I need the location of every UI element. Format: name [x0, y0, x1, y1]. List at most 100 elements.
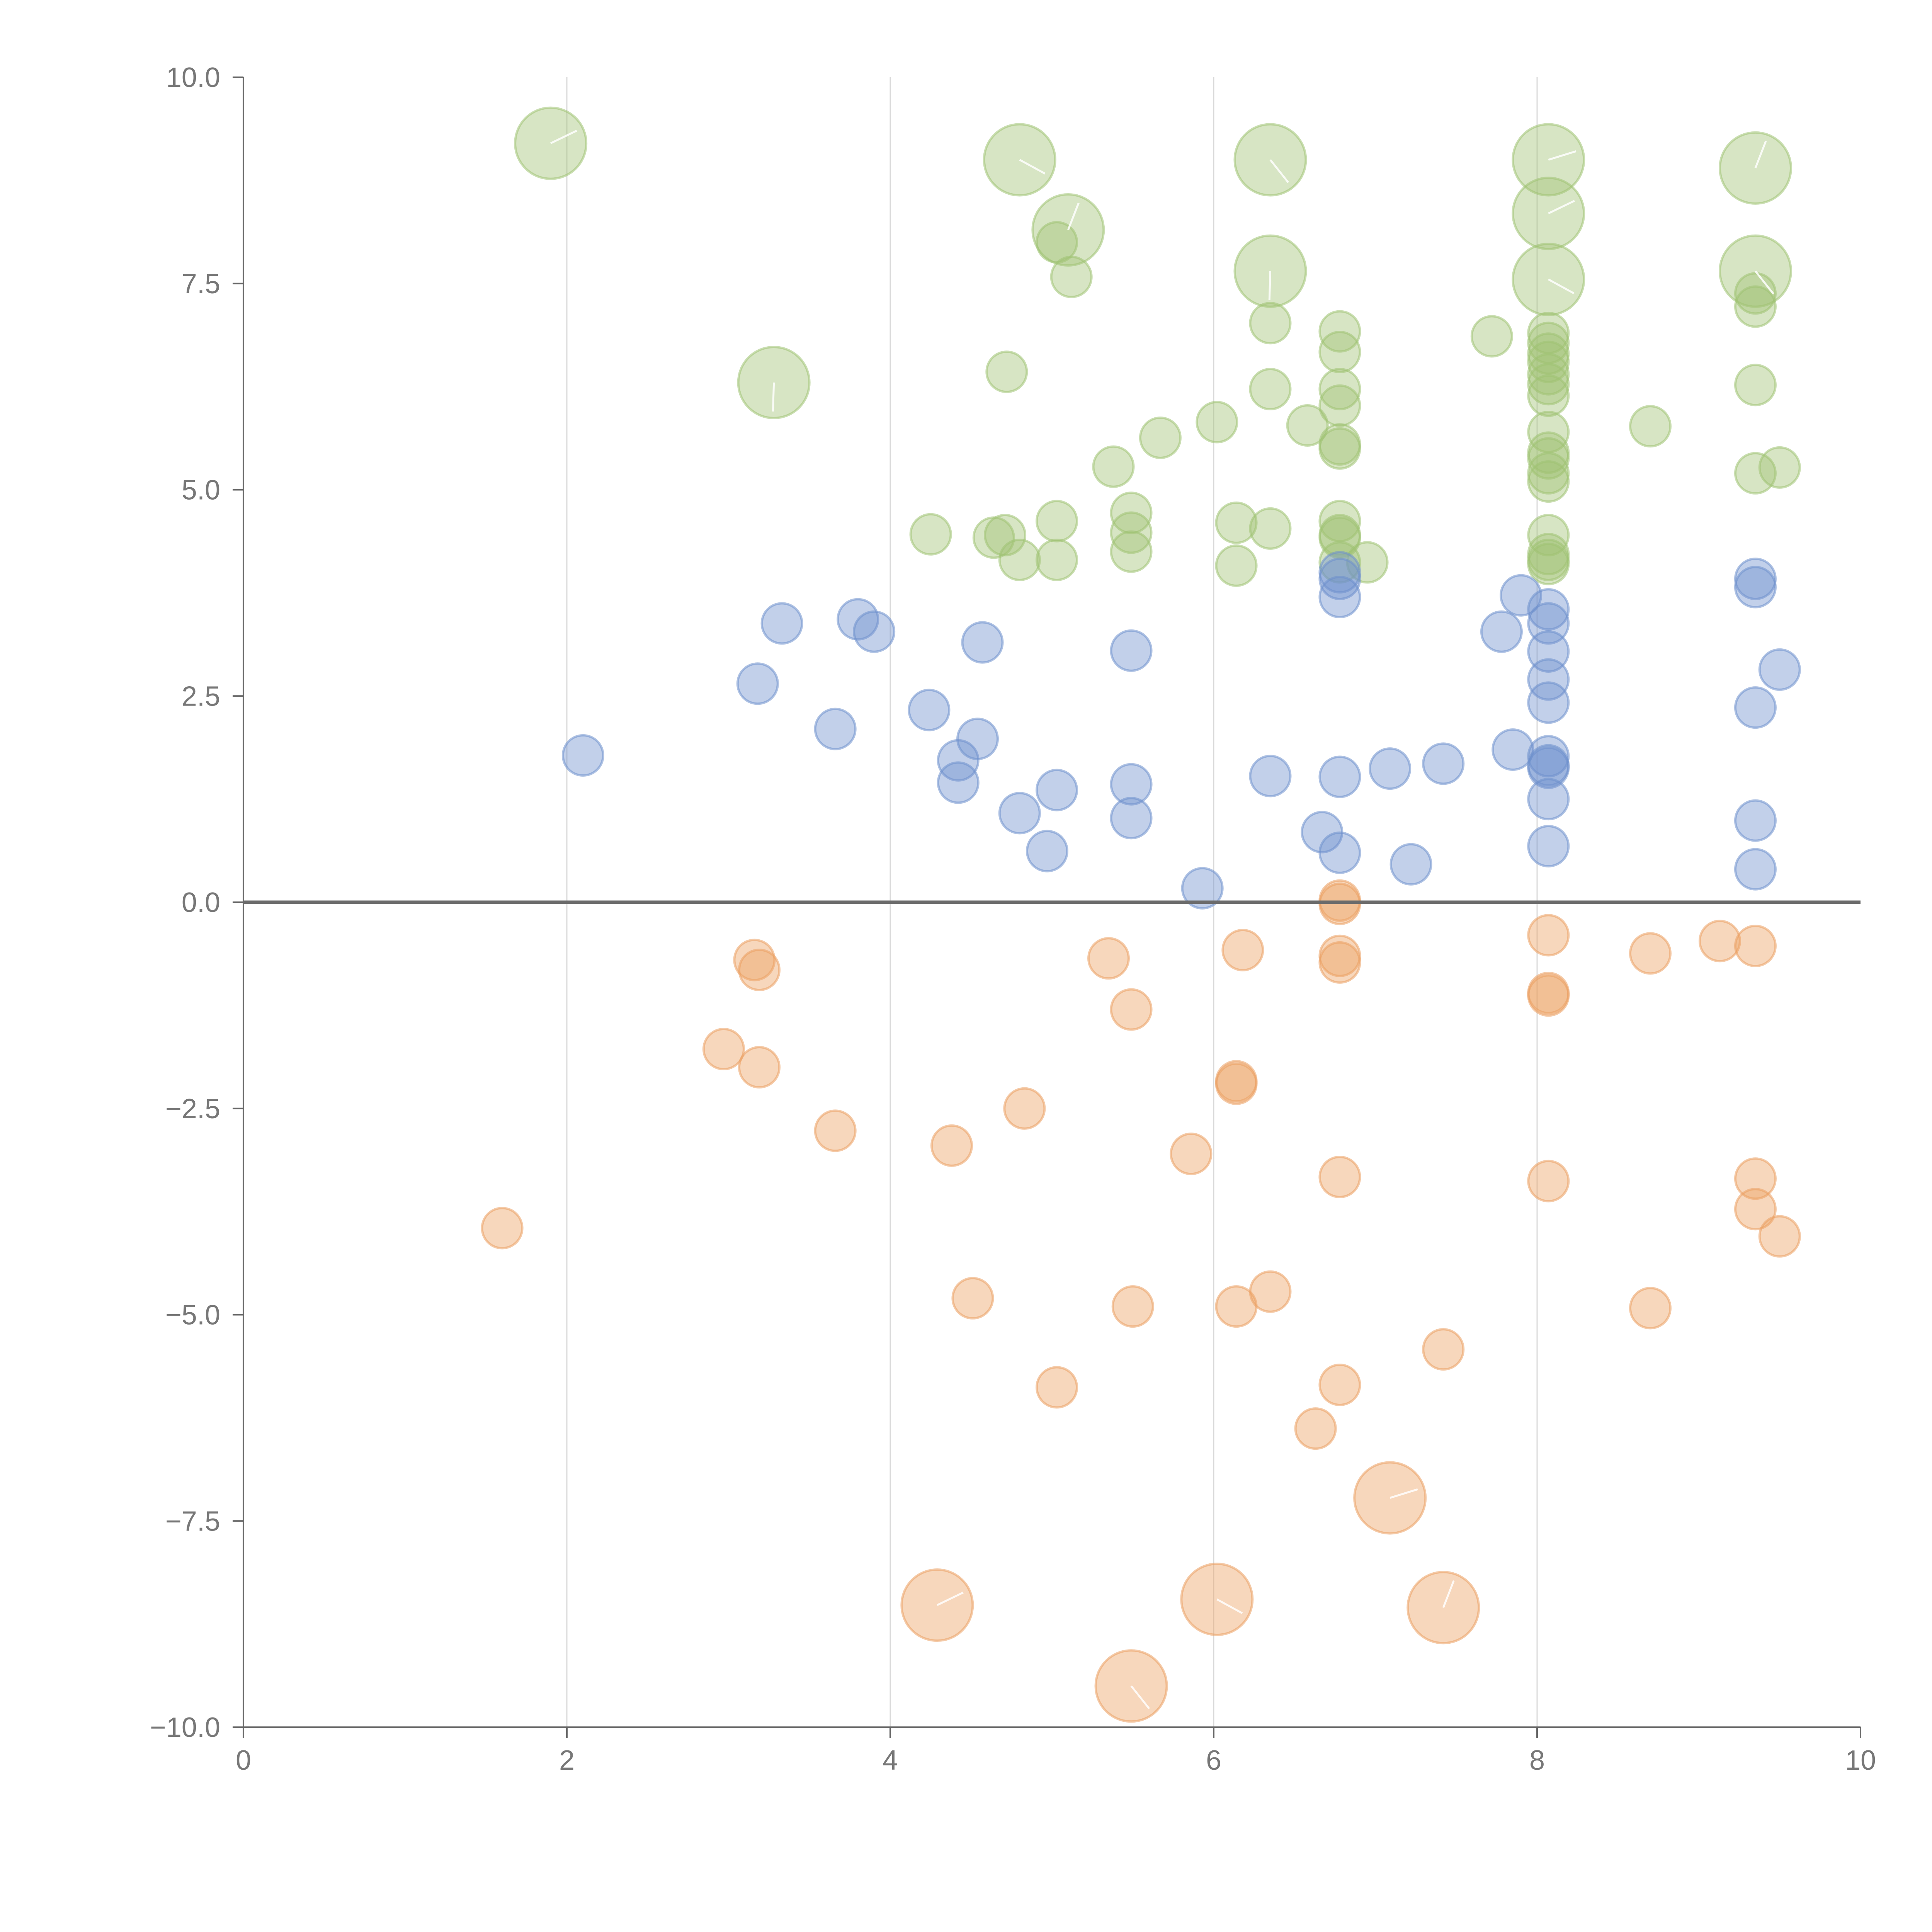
data-point-2-18	[1249, 1270, 1292, 1313]
data-point-1-14	[1110, 629, 1153, 672]
leader-line-8	[1754, 141, 1767, 168]
data-point-0-62	[1734, 285, 1777, 328]
data-point-0-63	[1734, 364, 1777, 406]
data-point-1-26	[1389, 843, 1432, 886]
data-point-0-34	[1318, 368, 1361, 411]
axes	[243, 77, 1861, 1728]
data-point-1-9	[956, 718, 999, 760]
data-point-0-53	[1527, 437, 1570, 480]
data-point-1-23	[1318, 755, 1361, 798]
data-points	[481, 106, 1801, 1723]
data-point-1-30	[1500, 574, 1543, 617]
leader-line-7	[1548, 278, 1575, 294]
data-point-1-38	[1527, 746, 1570, 789]
y-tick-label-0: 10.0	[166, 62, 220, 93]
data-point-0-25	[1036, 538, 1078, 581]
data-point-1-8	[937, 761, 980, 804]
leader-line-10	[772, 382, 775, 412]
data-point-2-17	[1221, 929, 1264, 971]
data-point-1-11	[998, 792, 1041, 835]
y-tick-label-2: 5.0	[182, 475, 220, 506]
x-tick-label-2: 4	[883, 1745, 898, 1776]
leader-line-6	[1548, 200, 1575, 214]
leader-line-11	[1389, 1488, 1418, 1499]
data-point-0-15	[985, 350, 1028, 393]
data-point-1-24	[1318, 831, 1361, 874]
data-point-1-3	[814, 707, 857, 750]
data-point-1-39	[1527, 778, 1570, 821]
data-point-1-28	[1480, 610, 1523, 653]
leader-line-1	[1019, 159, 1046, 175]
data-point-0-23	[998, 538, 1041, 581]
data-point-2-3	[738, 949, 781, 992]
data-point-0-20	[909, 513, 952, 556]
data-point-2-31	[1629, 932, 1672, 975]
data-point-2-27	[1527, 914, 1570, 957]
data-point-0-33	[1318, 330, 1361, 373]
data-point-2-30	[1527, 1160, 1570, 1202]
leader-line-13	[1216, 1598, 1243, 1614]
data-point-1-43	[1734, 686, 1777, 729]
data-point-2-24	[1318, 1155, 1361, 1198]
data-point-2-12	[1111, 1285, 1154, 1328]
data-point-0-47	[1527, 340, 1570, 383]
data-point-2-10	[1087, 937, 1130, 980]
data-point-1-40	[1527, 825, 1570, 867]
data-point-0-18	[1139, 416, 1182, 459]
data-point-1-6	[908, 689, 951, 731]
data-point-1-16	[1110, 797, 1153, 840]
data-point-0-31	[1249, 507, 1292, 550]
data-point-0-14	[1249, 368, 1292, 411]
data-point-2-15	[1215, 1062, 1258, 1105]
leader-line-4	[1268, 271, 1271, 300]
data-point-0-35	[1318, 384, 1361, 427]
data-point-0-19	[1092, 445, 1135, 488]
data-point-2-0	[481, 1207, 524, 1250]
data-point-1-18	[1249, 755, 1292, 798]
leader-line-0	[550, 129, 577, 145]
y-tick-label-3: 2.5	[182, 681, 220, 712]
data-point-2-35	[1734, 1157, 1777, 1200]
data-point-0-37	[1318, 427, 1361, 470]
x-tick-label-4: 8	[1529, 1745, 1545, 1776]
data-point-1-1	[736, 662, 779, 705]
data-point-0-65	[1758, 446, 1801, 489]
data-point-0-50	[1527, 374, 1570, 417]
x-tick-label-3: 6	[1206, 1745, 1221, 1776]
data-point-2-26	[1422, 1328, 1465, 1371]
data-point-1-13	[1036, 769, 1078, 811]
data-point-2-8	[1003, 1087, 1046, 1130]
y-tick-label-5: −2.5	[165, 1094, 220, 1124]
data-point-0-42	[1346, 541, 1389, 584]
data-point-0-28	[1110, 530, 1153, 573]
leader-line-2	[1067, 202, 1080, 230]
y-tick-label-7: −7.5	[165, 1506, 220, 1537]
data-point-1-46	[1758, 648, 1801, 691]
data-point-1-27	[1422, 742, 1465, 785]
leader-line-9	[1755, 270, 1774, 295]
data-point-2-23	[1318, 941, 1361, 984]
data-point-1-29	[1492, 728, 1534, 771]
x-tick-label-1: 2	[559, 1745, 575, 1776]
leader-line-15	[1130, 1685, 1150, 1709]
data-point-1-36	[1527, 735, 1570, 778]
data-point-2-13	[1170, 1133, 1213, 1175]
data-point-0-24	[1036, 500, 1078, 543]
leader-line-3	[1269, 159, 1289, 183]
x-axis-ticks: 0 2 4 6 8 10	[236, 1727, 1876, 1776]
data-point-1-34	[1527, 658, 1570, 701]
leader-line-12	[937, 1592, 964, 1606]
leader-line-14	[1442, 1580, 1455, 1608]
leader-line-5	[1548, 150, 1577, 161]
data-point-1-22	[1318, 576, 1361, 619]
data-point-1-0	[561, 734, 604, 777]
data-point-0-49	[1527, 363, 1570, 406]
data-point-1-35	[1527, 681, 1570, 724]
data-point-0-60	[1629, 405, 1672, 448]
data-point-1-10	[961, 621, 1004, 664]
data-point-0-13	[1249, 302, 1292, 345]
data-point-0-55	[1527, 460, 1570, 503]
y-tick-label-6: −5.0	[165, 1300, 220, 1331]
data-point-2-33	[1698, 920, 1741, 963]
